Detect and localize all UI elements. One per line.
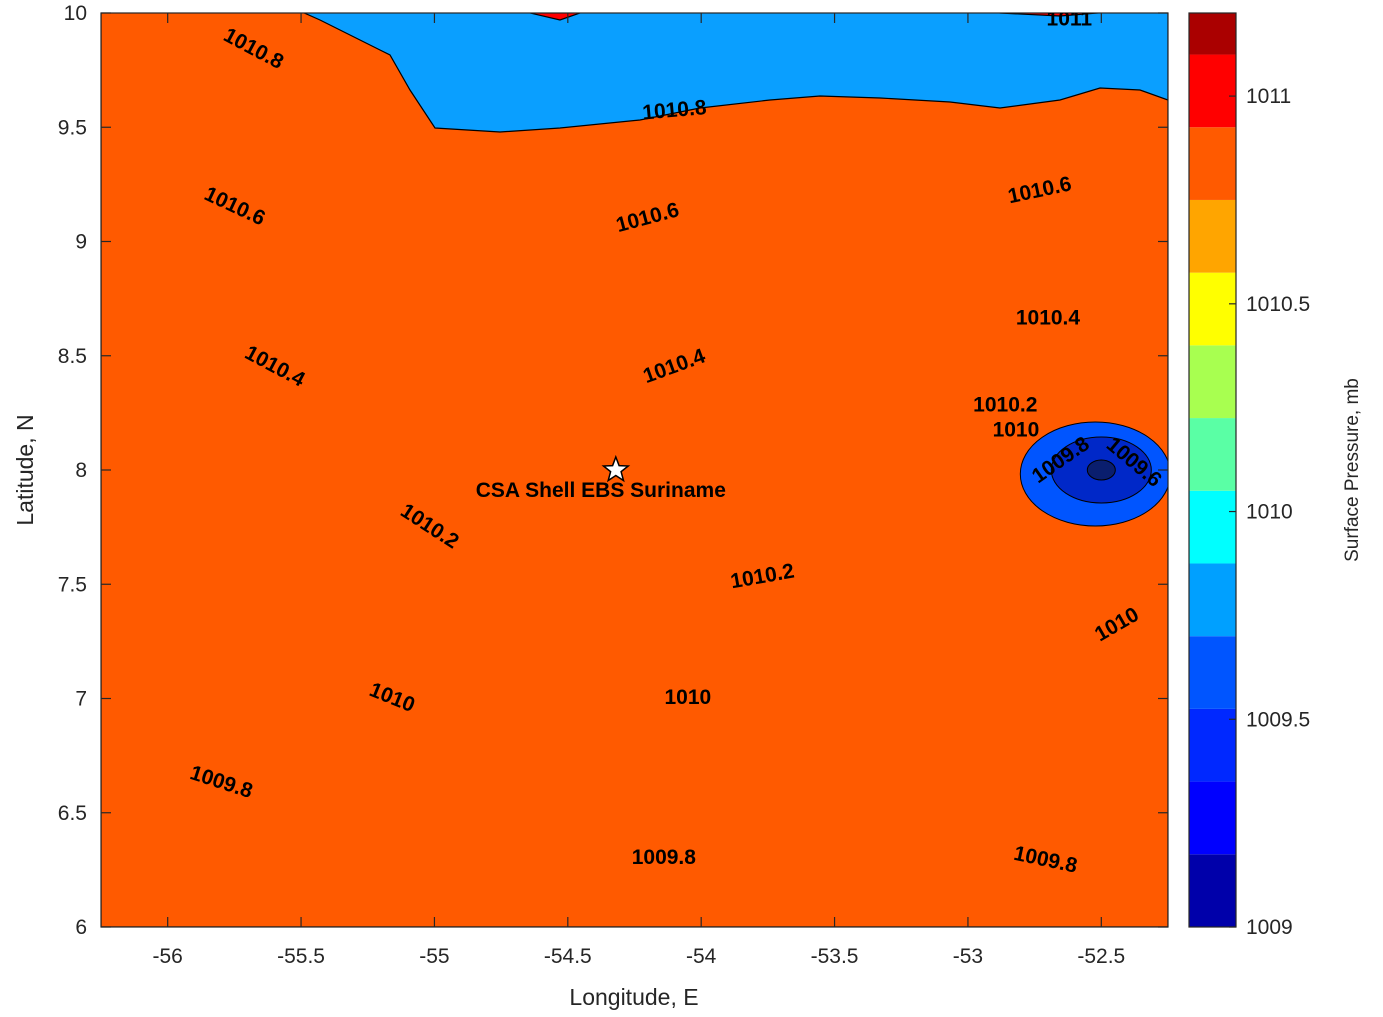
colorbar-tick-label: 1009 [1246,916,1293,939]
colorbar-segment [1189,418,1236,491]
y-tick-label: 7 [75,688,87,711]
colorbar-segment [1189,13,1236,55]
colorbar-segment [1189,199,1236,273]
colorbar-segment [1189,854,1236,927]
x-tick-label: -55 [419,945,449,968]
star-marker [601,454,631,483]
colorbar-segment [1189,490,1236,564]
plot-area [101,13,1168,927]
colorbar-segment [1189,636,1236,709]
x-tick-label: -53 [953,945,983,968]
site-label: CSA Shell EBS Suriname [476,479,726,502]
colorbar-segment [1189,708,1236,782]
colorbar-segment [1189,272,1236,346]
x-tick-label: -53.5 [811,945,859,968]
y-tick-label: 8 [75,459,87,482]
y-tick-label: 6 [75,916,87,939]
x-tick-label: -52.5 [1077,945,1125,968]
contour-label: 1010.8 [641,96,707,125]
colorbar-tick-label: 1010 [1246,501,1293,524]
contour-label: 1009.8 [632,846,697,869]
x-axis-label: Longitude, E [569,984,698,1010]
colorbar-tick-label: 1011 [1246,85,1291,108]
colorbar-tick-label: 1009.5 [1246,708,1310,731]
colorbar: 1009 1009.5 1010 1010.5 1011 [1188,12,1310,939]
y-tick-label: 8.5 [58,345,87,368]
x-tick-label: -55.5 [277,945,325,968]
x-tick-label: -54 [686,945,717,968]
colorbar-frame [1188,12,1237,928]
contour-label: 1010 [664,686,711,709]
pressure-bands [101,13,1168,927]
x-tick-label: -54.5 [544,945,592,968]
band-1011.1 [528,13,1106,21]
contour-label: 1010.4 [1016,307,1081,330]
colorbar-segment [1189,781,1236,855]
y-tick-label: 7.5 [58,573,87,596]
y-tick-label: 9 [75,231,87,254]
colorbar-segment [1189,127,1236,200]
colorbar-tick-label: 1010.5 [1246,293,1310,316]
contour-label: 1011 [1047,7,1093,30]
y-tick-label: 9.5 [58,116,87,139]
site-annotation: CSA Shell EBS Suriname [476,454,726,502]
x-axis-ticks: -56 -55.5 -55 -54.5 -54 -53.5 -53 -52.5 [153,13,1125,968]
low-ring-2 [1086,459,1116,481]
colorbar-label: Surface Pressure, mb [1342,378,1363,562]
colorbar-segment [1189,54,1236,128]
colorbar-segment [1189,345,1236,419]
y-tick-label: 6.5 [58,802,87,825]
y-tick-label: 10 [64,2,87,25]
y-axis-ticks: 6 6.5 7 7.5 8 8.5 9 9.5 10 [58,2,1168,939]
y-axis-label: Latitude, N [12,414,38,525]
x-tick-label: -56 [153,945,183,968]
band-1010.9 [101,13,1168,927]
colorbar-segment [1189,563,1236,637]
low-pressure-center [1019,421,1168,527]
contour-label: 1010.2 [973,394,1037,417]
contour-label: 1010 [993,419,1040,442]
